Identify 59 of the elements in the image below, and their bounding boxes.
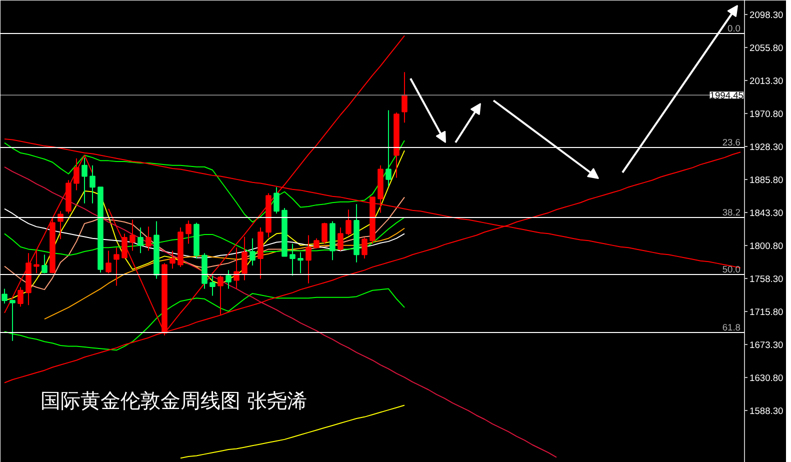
annotation: 38.2 [722, 207, 740, 218]
annotation: 0.0 [728, 24, 740, 34]
candlestick [298, 252, 304, 274]
y-tick-label: 2013.30 [750, 76, 784, 86]
candlestick [10, 299, 16, 342]
candlestick [338, 226, 344, 252]
y-tick-label: 2098.30 [750, 10, 784, 20]
candlestick [242, 236, 248, 281]
annotation: 61.8 [722, 322, 740, 333]
line-series [4, 140, 405, 223]
candlestick [210, 275, 216, 296]
candlestick [58, 210, 64, 240]
candlestick [362, 237, 368, 260]
candlestick [114, 247, 120, 286]
y-tick-label: 1715.80 [750, 306, 784, 317]
y-tick-label: 1970.80 [750, 108, 784, 119]
candlestick [226, 270, 232, 290]
candlestick [74, 158, 80, 191]
candlestick [186, 220, 192, 244]
candlestick [274, 186, 280, 214]
candlestick [290, 243, 296, 276]
candlestick [130, 219, 136, 252]
y-tick-label: 1758.30 [750, 274, 784, 284]
candlestick [386, 110, 392, 187]
candlestick [234, 247, 240, 290]
candlestick [18, 286, 24, 308]
y-tick-label: 1630.80 [750, 372, 784, 383]
candlestick [146, 226, 152, 252]
candlestick [122, 233, 128, 260]
candlestick [322, 222, 328, 244]
candlestick [106, 250, 112, 274]
annotation: 50.0 [722, 264, 740, 275]
y-tick-label: 1800.80 [750, 240, 784, 251]
candlestick [306, 234, 312, 284]
ref-line-label: 1994.45 [710, 90, 744, 101]
candlestick [170, 250, 176, 270]
candlestick [82, 157, 88, 204]
candlestick [250, 238, 256, 266]
y-tick-label: 1885.80 [750, 174, 784, 185]
candlestick [402, 72, 408, 124]
candlestick [90, 164, 96, 204]
candlestick [218, 275, 224, 316]
line-series [4, 166, 557, 458]
candlestick [2, 288, 8, 304]
candlestick [34, 248, 40, 274]
line-series [4, 196, 405, 290]
candlestick [346, 209, 352, 236]
y-tick-label: 1588.30 [750, 406, 784, 416]
annotation: 23.6 [722, 137, 740, 148]
line-series [4, 288, 405, 351]
candlestick [138, 226, 144, 254]
candlestick [42, 254, 48, 274]
text: 国际黄金伦敦金周线图 张尧浠 [40, 388, 307, 412]
y-tick-label: 2055.80 [750, 42, 784, 53]
line-series [44, 228, 405, 320]
y-tick-label: 1928.30 [750, 142, 784, 152]
candlestick [314, 238, 320, 249]
y-tick-label: 1673.30 [750, 340, 784, 350]
y-tick-label: 1843.30 [750, 208, 784, 218]
